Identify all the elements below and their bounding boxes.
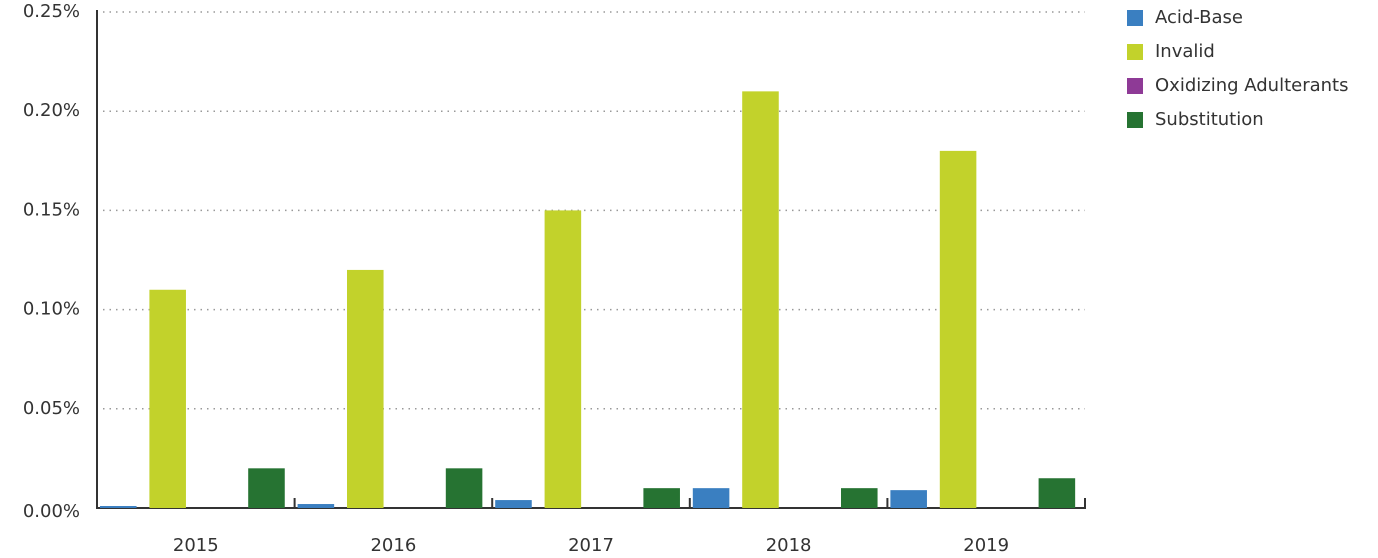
legend-label: Substitution xyxy=(1155,109,1264,130)
bar xyxy=(742,91,779,509)
y-tick-label: 0.05% xyxy=(23,398,80,419)
legend-label: Oxidizing Adulterants xyxy=(1155,75,1349,96)
bar xyxy=(643,488,680,508)
bar xyxy=(495,500,532,508)
x-tick-label: 2015 xyxy=(173,535,219,556)
bar xyxy=(347,269,384,508)
y-tick-label: 0.15% xyxy=(23,199,80,220)
legend-swatch xyxy=(1127,78,1143,94)
x-tick-label: 2017 xyxy=(568,535,614,556)
bar xyxy=(939,150,977,508)
bar xyxy=(692,488,730,508)
bar xyxy=(149,289,186,508)
legend-label: Acid-Base xyxy=(1155,7,1243,28)
x-tick-label: 2019 xyxy=(963,535,1009,556)
bar xyxy=(445,468,483,508)
legend-label: Invalid xyxy=(1155,41,1215,62)
y-tick-label: 0.25% xyxy=(23,1,80,22)
bar xyxy=(890,490,927,508)
x-tick-label: 2018 xyxy=(766,535,812,556)
bar xyxy=(100,506,137,508)
bar xyxy=(841,488,878,508)
legend-swatch xyxy=(1127,44,1143,60)
bar xyxy=(544,210,582,508)
bar xyxy=(1038,478,1076,508)
y-tick-label: 0.20% xyxy=(23,100,80,121)
y-tick-label: 0.00% xyxy=(23,501,80,522)
legend-swatch xyxy=(1127,112,1143,128)
x-tick-label: 2016 xyxy=(370,535,416,556)
bar xyxy=(248,468,285,508)
y-tick-label: 0.10% xyxy=(23,299,80,320)
legend-swatch xyxy=(1127,10,1143,26)
bar xyxy=(297,504,335,508)
